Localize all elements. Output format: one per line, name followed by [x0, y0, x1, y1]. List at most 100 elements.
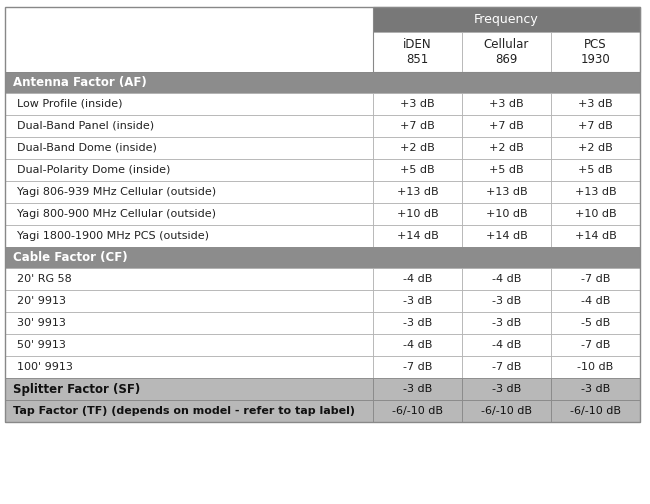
Text: +14 dB: +14 dB: [575, 231, 616, 241]
Bar: [551, 312, 640, 334]
Text: +5 dB: +5 dB: [489, 165, 524, 175]
Bar: [5, 247, 640, 268]
Bar: [551, 159, 640, 181]
Bar: [462, 290, 551, 312]
Bar: [462, 225, 551, 247]
Text: Yagi 800-900 MHz Cellular (outside): Yagi 800-900 MHz Cellular (outside): [17, 209, 216, 219]
Bar: [5, 334, 373, 356]
Bar: [551, 115, 640, 137]
Text: -3 dB: -3 dB: [492, 296, 521, 306]
Bar: [462, 32, 551, 72]
Bar: [462, 181, 551, 203]
Text: Yagi 806-939 MHz Cellular (outside): Yagi 806-939 MHz Cellular (outside): [17, 187, 216, 197]
Text: 100' 9913: 100' 9913: [17, 362, 73, 372]
Text: -5 dB: -5 dB: [581, 318, 610, 328]
Bar: [5, 203, 373, 225]
Text: -7 dB: -7 dB: [581, 274, 610, 284]
Text: -4 dB: -4 dB: [492, 340, 521, 350]
Text: -4 dB: -4 dB: [581, 296, 610, 306]
Bar: [462, 334, 551, 356]
Bar: [5, 93, 373, 115]
Bar: [5, 378, 373, 400]
Bar: [373, 334, 462, 356]
Bar: [551, 290, 640, 312]
Bar: [5, 312, 373, 334]
Bar: [551, 181, 640, 203]
Bar: [462, 159, 551, 181]
Text: -3 dB: -3 dB: [403, 296, 432, 306]
Bar: [5, 72, 640, 93]
Bar: [373, 312, 462, 334]
Bar: [5, 7, 373, 32]
Bar: [5, 225, 373, 247]
Bar: [462, 93, 551, 115]
Text: -3 dB: -3 dB: [492, 318, 521, 328]
Text: Dual-Polarity Dome (inside): Dual-Polarity Dome (inside): [17, 165, 170, 175]
Text: 50' 9913: 50' 9913: [17, 340, 66, 350]
Bar: [373, 290, 462, 312]
Text: +7 dB: +7 dB: [578, 121, 613, 131]
Bar: [5, 400, 373, 422]
Bar: [373, 7, 640, 32]
Text: +10 dB: +10 dB: [575, 209, 616, 219]
Text: +5 dB: +5 dB: [400, 165, 435, 175]
Bar: [462, 378, 551, 400]
Bar: [5, 7, 640, 422]
Text: Splitter Factor (SF): Splitter Factor (SF): [13, 383, 140, 396]
Bar: [373, 159, 462, 181]
Bar: [373, 181, 462, 203]
Text: -4 dB: -4 dB: [492, 274, 521, 284]
Text: +5 dB: +5 dB: [578, 165, 613, 175]
Bar: [462, 400, 551, 422]
Text: +13 dB: +13 dB: [575, 187, 616, 197]
Text: +14 dB: +14 dB: [486, 231, 527, 241]
Text: -7 dB: -7 dB: [492, 362, 521, 372]
Bar: [462, 356, 551, 378]
Bar: [373, 93, 462, 115]
Bar: [373, 268, 462, 290]
Text: +13 dB: +13 dB: [486, 187, 527, 197]
Text: -7 dB: -7 dB: [403, 362, 432, 372]
Bar: [551, 400, 640, 422]
Text: -4 dB: -4 dB: [403, 340, 432, 350]
Bar: [5, 290, 373, 312]
Text: Tap Factor (TF) (depends on model - refer to tap label): Tap Factor (TF) (depends on model - refe…: [13, 406, 355, 416]
Text: -3 dB: -3 dB: [403, 384, 432, 394]
Text: 20' RG 58: 20' RG 58: [17, 274, 72, 284]
Text: iDEN
851: iDEN 851: [403, 38, 432, 66]
Bar: [373, 7, 640, 72]
Bar: [5, 356, 373, 378]
Text: -6/-10 dB: -6/-10 dB: [392, 406, 443, 416]
Text: -6/-10 dB: -6/-10 dB: [570, 406, 621, 416]
Bar: [373, 115, 462, 137]
Text: +7 dB: +7 dB: [400, 121, 435, 131]
Text: Yagi 1800-1900 MHz PCS (outside): Yagi 1800-1900 MHz PCS (outside): [17, 231, 209, 241]
Text: +7 dB: +7 dB: [489, 121, 524, 131]
Text: Low Profile (inside): Low Profile (inside): [17, 99, 122, 109]
Bar: [462, 137, 551, 159]
Text: -3 dB: -3 dB: [492, 384, 521, 394]
Bar: [462, 203, 551, 225]
Bar: [551, 225, 640, 247]
Text: +2 dB: +2 dB: [489, 143, 524, 153]
Text: Dual-Band Panel (inside): Dual-Band Panel (inside): [17, 121, 154, 131]
Bar: [373, 203, 462, 225]
Text: +2 dB: +2 dB: [578, 143, 613, 153]
Text: -4 dB: -4 dB: [403, 274, 432, 284]
Text: +10 dB: +10 dB: [486, 209, 527, 219]
Bar: [5, 32, 373, 72]
Bar: [551, 378, 640, 400]
Bar: [5, 72, 640, 74]
Bar: [551, 137, 640, 159]
Bar: [462, 312, 551, 334]
Text: 30' 9913: 30' 9913: [17, 318, 66, 328]
Text: Cellular
869: Cellular 869: [484, 38, 529, 66]
Bar: [5, 137, 373, 159]
Bar: [551, 334, 640, 356]
Text: +3 dB: +3 dB: [489, 99, 524, 109]
Bar: [551, 93, 640, 115]
Text: +3 dB: +3 dB: [578, 99, 613, 109]
Bar: [5, 268, 373, 290]
Text: PCS
1930: PCS 1930: [580, 38, 610, 66]
Bar: [551, 203, 640, 225]
